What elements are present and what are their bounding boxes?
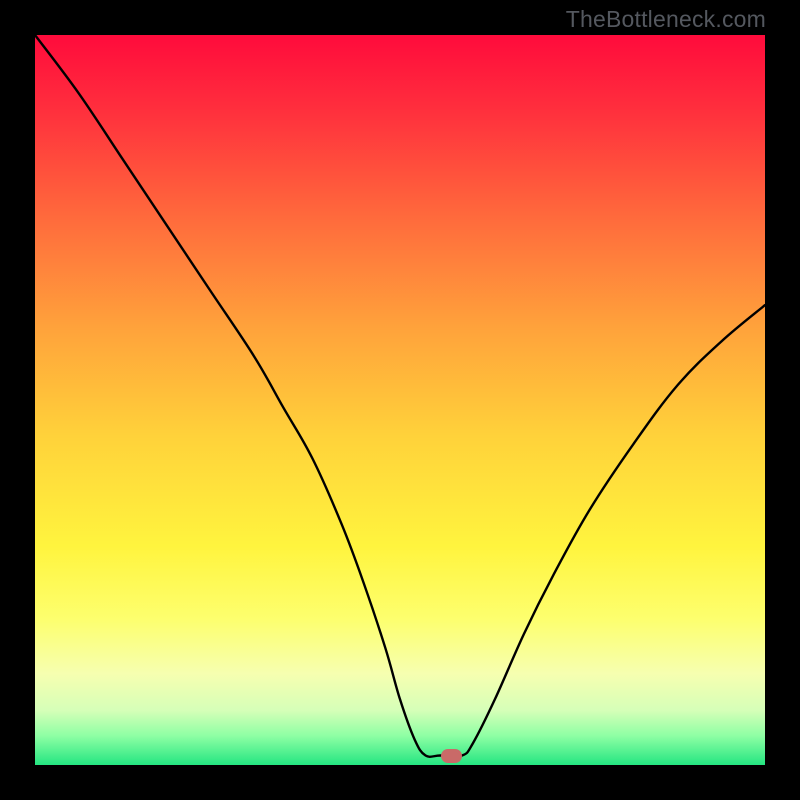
plot-area bbox=[35, 35, 765, 765]
watermark-text: TheBottleneck.com bbox=[566, 6, 766, 33]
chart-stage: TheBottleneck.com bbox=[0, 0, 800, 800]
min-point-marker bbox=[441, 749, 462, 763]
bottleneck-curve bbox=[35, 35, 765, 765]
